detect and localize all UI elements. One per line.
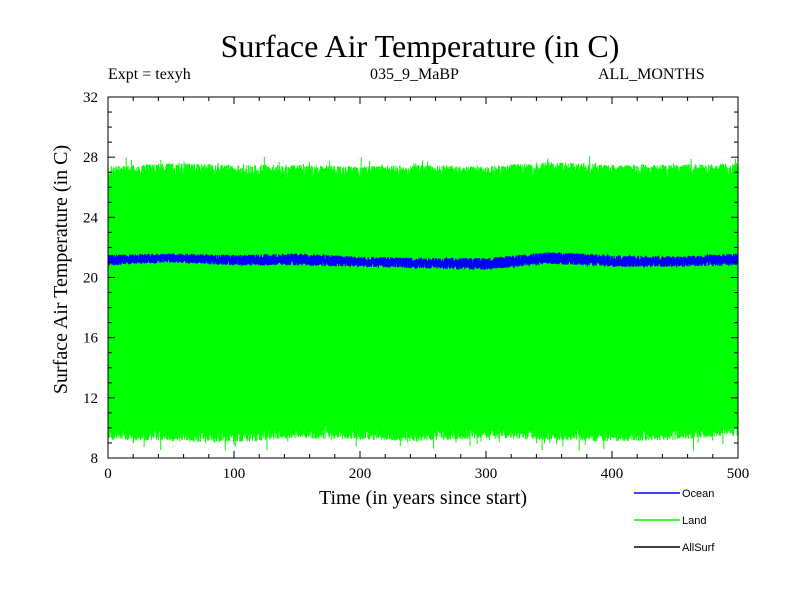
x-tick-label: 300 xyxy=(475,466,498,482)
y-tick-label: 12 xyxy=(83,391,98,407)
period-label: 035_9_MaBP xyxy=(370,66,459,83)
x-tick-label: 500 xyxy=(727,466,750,482)
legend-label-allsurf: AllSurf xyxy=(682,542,715,554)
y-tick-label: 28 xyxy=(83,150,98,166)
series-line-land xyxy=(107,156,739,451)
x-tick-label: 400 xyxy=(601,466,624,482)
legend-label-ocean: Ocean xyxy=(682,488,714,500)
legend: Ocean Land AllSurf xyxy=(634,488,715,554)
x-tick-label: 200 xyxy=(349,466,372,482)
y-tick-label: 32 xyxy=(83,90,98,106)
x-tick-label: 100 xyxy=(223,466,246,482)
data-layer xyxy=(107,156,739,451)
y-axis-label: Surface Air Temperature (in C) xyxy=(50,145,72,394)
x-axis-label: Time (in years since start) xyxy=(319,487,527,509)
ticks-layer: 0 100 200 300 400 500 8 12 16 20 24 28 32 xyxy=(83,90,749,482)
series-line-ocean xyxy=(107,252,739,270)
legend-label-land: Land xyxy=(682,515,706,527)
experiment-label: Expt = texyh xyxy=(108,66,191,83)
y-tick-label: 8 xyxy=(91,451,99,467)
months-label: ALL_MONTHS xyxy=(598,66,705,83)
y-tick-label: 24 xyxy=(83,210,99,226)
chart-title: Surface Air Temperature (in C) xyxy=(220,28,620,64)
y-tick-label: 20 xyxy=(83,271,98,287)
y-tick-label: 16 xyxy=(83,331,99,347)
x-tick-label: 0 xyxy=(104,466,112,482)
